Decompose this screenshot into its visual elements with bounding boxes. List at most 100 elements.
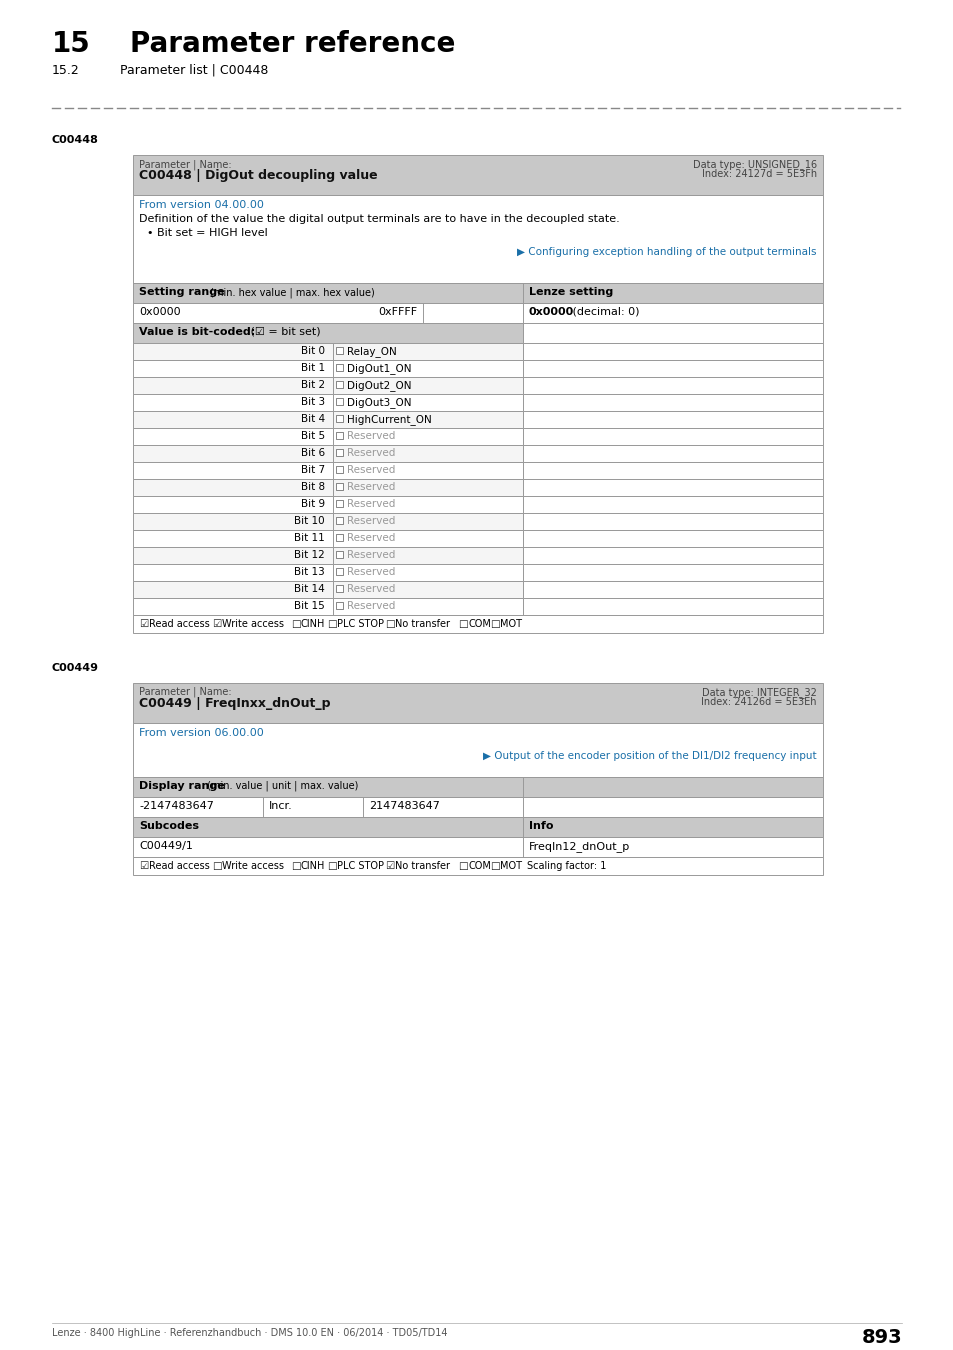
Bar [132,564,333,580]
Text: 15: 15 [52,30,91,58]
Bar [132,683,822,724]
Bar [132,410,333,428]
Text: Bit 9: Bit 9 [300,500,325,509]
Text: Lenze setting: Lenze setting [529,288,613,297]
Text: No transfer: No transfer [395,861,450,871]
Text: Parameter reference: Parameter reference [130,30,455,58]
Bar [522,580,822,598]
Text: Bit 6: Bit 6 [300,448,325,458]
Text: COM: COM [468,861,491,871]
Bar [132,547,333,564]
Text: Read access: Read access [149,620,210,629]
Text: Data type: UNSIGNED_16: Data type: UNSIGNED_16 [692,159,816,170]
Text: Reserved: Reserved [347,549,395,560]
Text: □: □ [291,861,300,871]
Bar [522,598,822,616]
Bar [132,616,822,633]
Bar [522,323,822,343]
Bar [333,343,522,360]
Text: □: □ [327,620,336,629]
Text: No transfer: No transfer [395,620,450,629]
Bar [522,462,822,479]
Text: ☑: ☑ [385,861,394,871]
Text: Bit 0: Bit 0 [301,346,325,356]
Bar [333,428,522,446]
Bar [335,602,343,609]
Bar [333,495,522,513]
Text: □: □ [212,861,222,871]
Bar [522,410,822,428]
Bar [333,360,522,377]
Bar [132,284,822,302]
Bar [522,513,822,531]
Bar [335,381,343,387]
Bar [335,551,343,558]
Text: Definition of the value the digital output terminals are to have in the decouple: Definition of the value the digital outp… [139,215,619,224]
Text: CINH: CINH [300,861,325,871]
Bar [333,531,522,547]
Text: Bit 15: Bit 15 [294,601,325,612]
Text: Write access: Write access [222,620,284,629]
Bar [333,547,522,564]
Text: Bit 2: Bit 2 [300,379,325,390]
Bar [132,531,333,547]
Bar [132,394,333,410]
Bar [333,580,522,598]
Bar [132,778,822,796]
Text: Setting range: Setting range [139,288,224,297]
Bar [333,479,522,495]
Bar [333,446,522,462]
Bar [335,568,343,575]
Text: C00449/1: C00449/1 [139,841,193,850]
Text: MOT: MOT [499,861,521,871]
Text: Bit 1: Bit 1 [300,363,325,373]
Text: ▶ Configuring exception handling of the output terminals: ▶ Configuring exception handling of the … [517,247,816,256]
Text: (min. value | unit | max. value): (min. value | unit | max. value) [204,782,358,791]
Text: FreqIn12_dnOut_p: FreqIn12_dnOut_p [529,841,630,852]
Bar [132,323,522,343]
Bar [335,450,343,456]
Bar [132,857,822,875]
Text: Write access: Write access [222,861,284,871]
Text: Bit 12: Bit 12 [294,549,325,560]
Bar [132,360,333,377]
Text: □: □ [457,620,468,629]
Text: □: □ [291,620,300,629]
Text: 0xFFFF: 0xFFFF [377,306,416,317]
Bar [522,394,822,410]
Bar [522,495,822,513]
Bar [132,377,333,394]
Bar [132,837,822,857]
Text: Bit 3: Bit 3 [300,397,325,406]
Text: □: □ [327,861,336,871]
Bar [333,564,522,580]
Text: Reserved: Reserved [347,431,395,441]
Bar [522,547,822,564]
Text: From version 06.00.00: From version 06.00.00 [139,728,263,738]
Bar [132,817,822,837]
Text: Display range: Display range [139,782,225,791]
Text: Reserved: Reserved [347,533,395,543]
Text: Scaling factor: 1: Scaling factor: 1 [527,861,606,871]
Text: Index: 24127⁤d = 5E3F⁤h: Index: 24127⁤d = 5E3F⁤h [701,169,816,180]
Bar [333,410,522,428]
Bar [132,343,333,360]
Text: Reserved: Reserved [347,500,395,509]
Text: Bit 10: Bit 10 [294,516,325,526]
Text: Data type: INTEGER_32: Data type: INTEGER_32 [701,687,816,698]
Text: Bit 13: Bit 13 [294,567,325,576]
Text: C00448 | DigOut decoupling value: C00448 | DigOut decoupling value [139,169,377,182]
Bar [132,796,822,817]
Bar [522,377,822,394]
Text: Parameter | Name:: Parameter | Name: [139,159,232,170]
Bar [522,531,822,547]
Text: Parameter | Name:: Parameter | Name: [139,687,232,698]
Text: □: □ [385,620,395,629]
Text: From version 04.00.00: From version 04.00.00 [139,200,264,211]
Text: 0x0000: 0x0000 [529,306,574,317]
Text: Read access: Read access [149,861,210,871]
Text: (min. hex value | max. hex value): (min. hex value | max. hex value) [207,288,375,297]
Bar [132,580,333,598]
Bar [522,479,822,495]
Text: C00449 | FreqInxx_dnOut_p: C00449 | FreqInxx_dnOut_p [139,697,330,710]
